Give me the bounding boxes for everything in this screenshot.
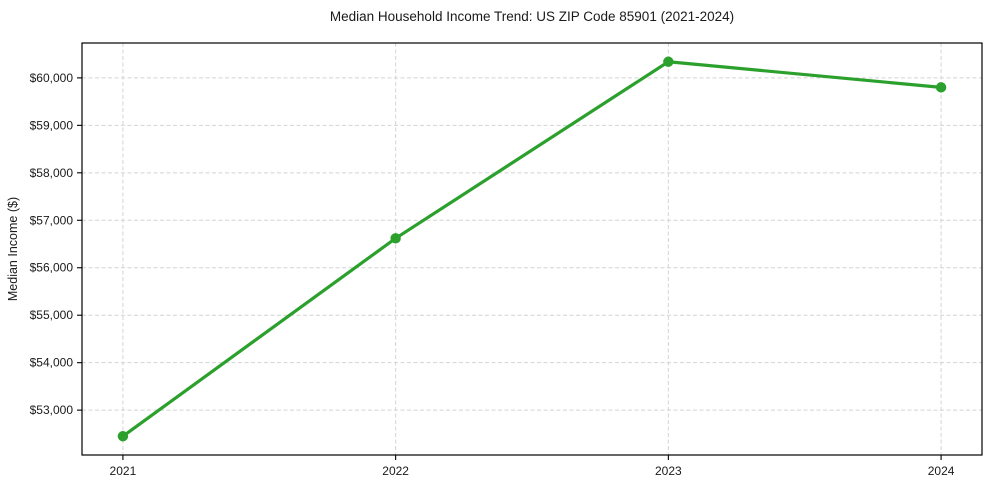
y-tick-label: $60,000	[30, 71, 74, 85]
data-point-2022	[390, 233, 401, 244]
data-point-2021	[117, 431, 129, 442]
y-tick-label: $59,000	[30, 118, 74, 132]
y-tick-label: $55,000	[30, 308, 74, 322]
trend-line	[121, 60, 943, 438]
plot-area: $53,000 $54,000 $55,000 $56,000 $57,000 $58,0…	[30, 43, 982, 478]
chart-title: Median Household Income Trend: US ZIP Co…	[330, 9, 734, 24]
y-axis-label: Median Income ($)	[6, 197, 20, 301]
x-tick-label: 2021	[110, 464, 137, 478]
y-tick-label: $57,000	[30, 213, 74, 227]
data-point-2024	[935, 82, 947, 93]
y-tick-label: $56,000	[30, 261, 74, 275]
x-tick-label: 2024	[928, 464, 955, 478]
y-tick-label: $53,000	[30, 403, 74, 417]
plot-border	[81, 42, 983, 456]
y-tick-label: $58,000	[30, 166, 74, 180]
x-tick-label: 2023	[655, 464, 682, 478]
y-tick-label: $54,000	[30, 356, 74, 370]
x-tick-label: 2022	[382, 464, 409, 478]
data-point-2023	[663, 56, 674, 67]
